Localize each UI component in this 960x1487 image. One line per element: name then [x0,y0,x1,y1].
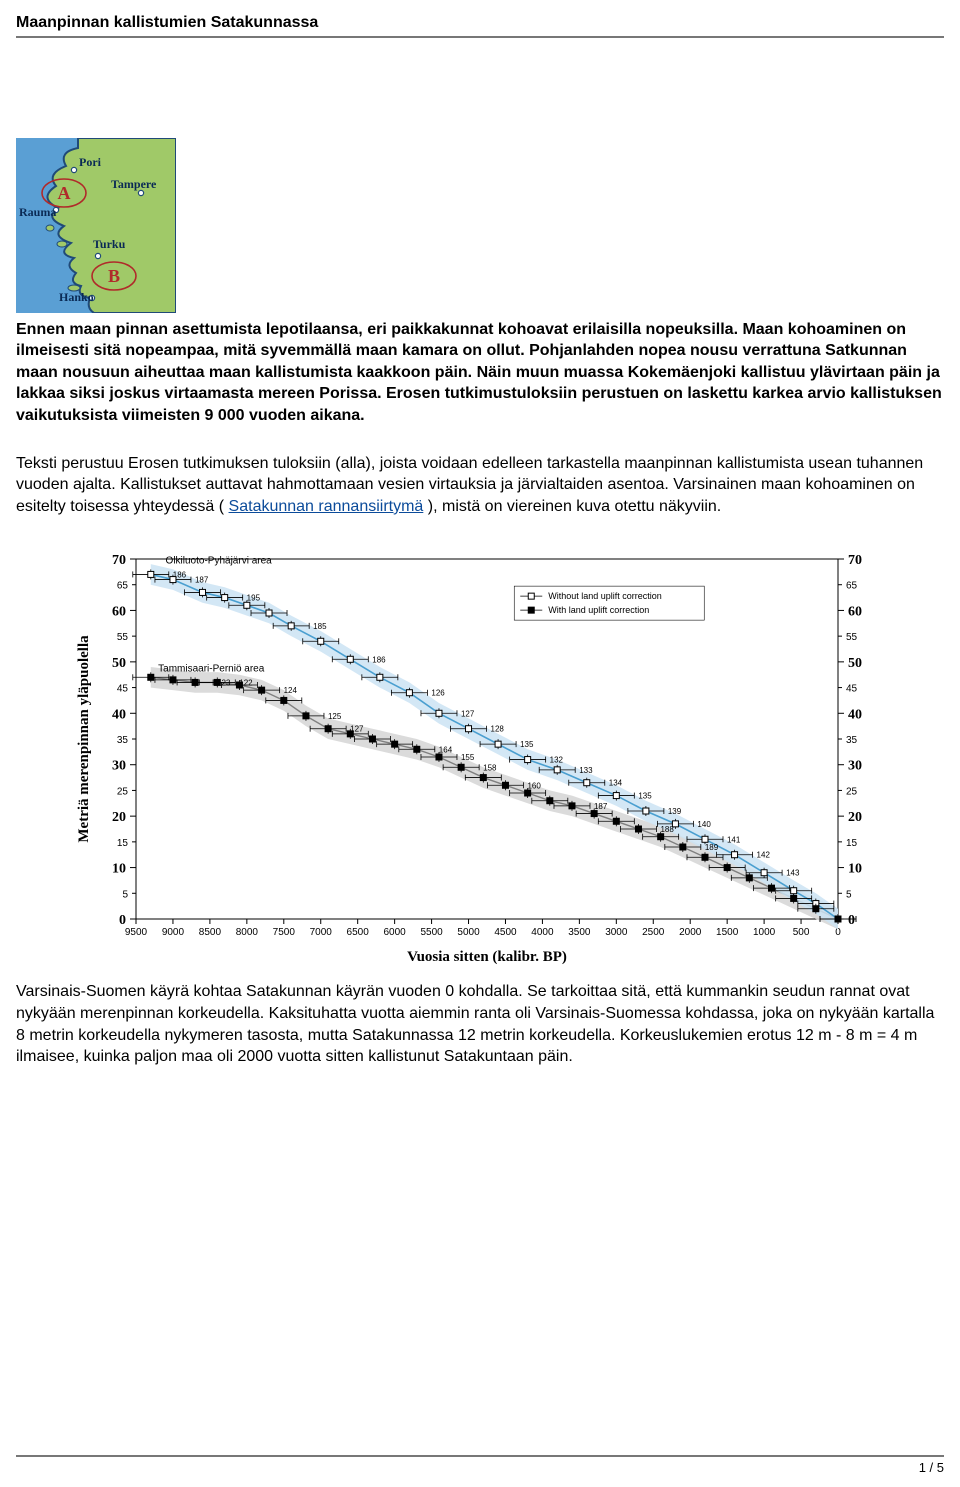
page-title: Maanpinnan kallistumien Satakunnassa [16,12,944,38]
svg-text:3000: 3000 [605,927,628,938]
svg-text:6500: 6500 [347,927,370,938]
svg-text:Without land uplift correction: Without land uplift correction [548,591,662,601]
svg-text:5: 5 [846,890,852,901]
svg-text:30: 30 [848,759,862,774]
svg-text:186: 186 [372,656,386,665]
svg-text:2000: 2000 [679,927,702,938]
svg-text:Pori: Pori [79,155,102,169]
svg-text:126: 126 [431,689,445,698]
svg-text:50: 50 [112,656,126,671]
svg-text:164: 164 [439,746,453,755]
svg-text:Tampere: Tampere [111,177,157,191]
map-thumbnail: A B Pori Tampere Rauma Turku Hanko [16,138,176,313]
svg-text:Rauma: Rauma [19,205,56,219]
svg-text:7500: 7500 [273,927,296,938]
svg-text:45: 45 [846,684,858,695]
svg-text:135: 135 [520,740,534,749]
svg-text:189: 189 [705,843,719,852]
svg-text:30: 30 [112,759,126,774]
svg-text:55: 55 [846,632,858,643]
svg-text:Hanko: Hanko [59,290,94,304]
svg-text:60: 60 [112,605,126,620]
svg-text:55: 55 [117,632,129,643]
svg-text:5000: 5000 [457,927,480,938]
page-footer: 1 / 5 [16,1455,944,1477]
svg-text:125: 125 [328,712,342,721]
svg-text:35: 35 [846,735,858,746]
svg-text:127: 127 [461,710,475,719]
svg-text:3500: 3500 [568,927,591,938]
svg-text:A: A [58,183,71,203]
svg-text:40: 40 [112,708,126,723]
svg-text:4000: 4000 [531,927,554,938]
svg-text:124: 124 [284,686,298,695]
svg-text:142: 142 [757,851,771,860]
svg-text:Turku: Turku [93,237,126,251]
svg-text:B: B [108,266,120,286]
svg-text:140: 140 [697,820,711,829]
svg-text:1500: 1500 [716,927,739,938]
svg-text:40: 40 [848,708,862,723]
svg-text:15: 15 [117,838,129,849]
svg-text:500: 500 [793,927,810,938]
body-paragraph: Teksti perustuu Erosen tutkimuksen tulok… [16,453,944,518]
svg-text:Tammisaari-Perniö area: Tammisaari-Perniö area [158,664,265,675]
svg-text:9500: 9500 [125,927,148,938]
svg-text:65: 65 [117,581,129,592]
uplift-chart: 0010102020303040405050606070705515152525… [70,545,890,975]
rannansiirtyma-link[interactable]: Satakunnan rannansiirtymä [229,498,424,515]
svg-text:132: 132 [550,756,564,765]
svg-text:65: 65 [846,581,858,592]
svg-text:188: 188 [660,825,674,834]
svg-text:1000: 1000 [753,927,776,938]
svg-text:135: 135 [638,792,652,801]
svg-text:195: 195 [247,594,261,603]
svg-text:10: 10 [112,862,126,877]
svg-text:60: 60 [848,605,862,620]
svg-text:20: 20 [112,810,126,825]
svg-text:70: 70 [112,553,126,568]
svg-text:8500: 8500 [199,927,222,938]
intro-paragraph: Ennen maan pinnan asettumista lepotilaan… [16,319,944,427]
svg-text:7000: 7000 [310,927,333,938]
body-text-post: ), mistä on viereinen kuva otettu näkyvi… [423,498,721,515]
svg-text:8000: 8000 [236,927,259,938]
svg-text:187: 187 [195,576,209,585]
svg-text:45: 45 [117,684,129,695]
svg-text:70: 70 [848,553,862,568]
svg-text:5: 5 [122,890,128,901]
svg-text:15: 15 [846,838,858,849]
svg-text:0: 0 [848,913,855,928]
svg-text:35: 35 [117,735,129,746]
svg-text:25: 25 [846,787,858,798]
svg-text:9000: 9000 [162,927,185,938]
svg-text:160: 160 [527,782,541,791]
svg-text:Metriä merenpinnan yläpuolella: Metriä merenpinnan yläpuolella [76,635,92,843]
svg-text:With land uplift correction: With land uplift correction [548,605,649,615]
svg-text:Olkiluoto-Pyhäjärvi area: Olkiluoto-Pyhäjärvi area [166,556,273,567]
svg-text:185: 185 [313,622,327,631]
svg-text:2500: 2500 [642,927,665,938]
svg-text:133: 133 [579,766,593,775]
svg-text:Vuosia sitten (kalibr. BP): Vuosia sitten (kalibr. BP) [407,949,567,965]
svg-text:20: 20 [848,810,862,825]
svg-text:143: 143 [786,869,800,878]
svg-text:141: 141 [727,836,741,845]
svg-text:187: 187 [594,802,608,811]
svg-text:134: 134 [609,779,623,788]
svg-text:50: 50 [848,656,862,671]
svg-text:128: 128 [491,725,505,734]
chart-caption: Varsinais-Suomen käyrä kohtaa Satakunnan… [16,981,944,1067]
svg-text:139: 139 [668,807,682,816]
svg-text:158: 158 [483,764,497,773]
svg-text:25: 25 [117,787,129,798]
svg-text:4500: 4500 [494,927,517,938]
svg-text:10: 10 [848,862,862,877]
svg-text:5500: 5500 [420,927,443,938]
svg-text:155: 155 [461,753,475,762]
svg-text:0: 0 [119,913,126,928]
page-number: 1 / 5 [919,1460,944,1475]
svg-text:6000: 6000 [384,927,407,938]
svg-text:0: 0 [835,927,841,938]
